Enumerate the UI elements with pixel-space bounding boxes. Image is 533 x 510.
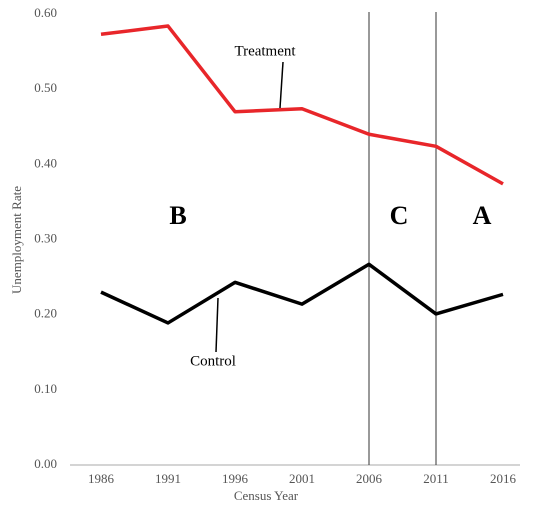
region-label: A bbox=[473, 201, 492, 230]
x-tick-label: 1986 bbox=[88, 471, 115, 486]
y-tick-label: 0.20 bbox=[34, 306, 57, 321]
series-label: Control bbox=[190, 353, 236, 369]
x-tick-label: 2016 bbox=[490, 471, 517, 486]
x-tick-label: 1991 bbox=[155, 471, 181, 486]
x-axis-title: Census Year bbox=[234, 488, 299, 503]
region-label: B bbox=[169, 201, 186, 230]
y-axis-title: Unemployment Rate bbox=[9, 186, 24, 294]
y-tick-label: 0.60 bbox=[34, 5, 57, 20]
x-tick-label: 1996 bbox=[222, 471, 249, 486]
x-tick-label: 2001 bbox=[289, 471, 315, 486]
region-label: C bbox=[390, 201, 409, 230]
y-tick-label: 0.30 bbox=[34, 230, 57, 245]
series-line bbox=[100, 24, 504, 186]
series-label: Treatment bbox=[234, 43, 296, 59]
leader-line bbox=[279, 61, 284, 109]
y-tick-label: 0.40 bbox=[34, 155, 57, 170]
y-tick-label: 0.10 bbox=[34, 381, 57, 396]
leader-line bbox=[215, 297, 219, 353]
y-tick-label: 0.00 bbox=[34, 456, 57, 471]
series-line bbox=[100, 262, 504, 325]
x-tick-label: 2011 bbox=[423, 471, 449, 486]
y-tick-label: 0.50 bbox=[34, 80, 57, 95]
x-tick-label: 2006 bbox=[356, 471, 383, 486]
